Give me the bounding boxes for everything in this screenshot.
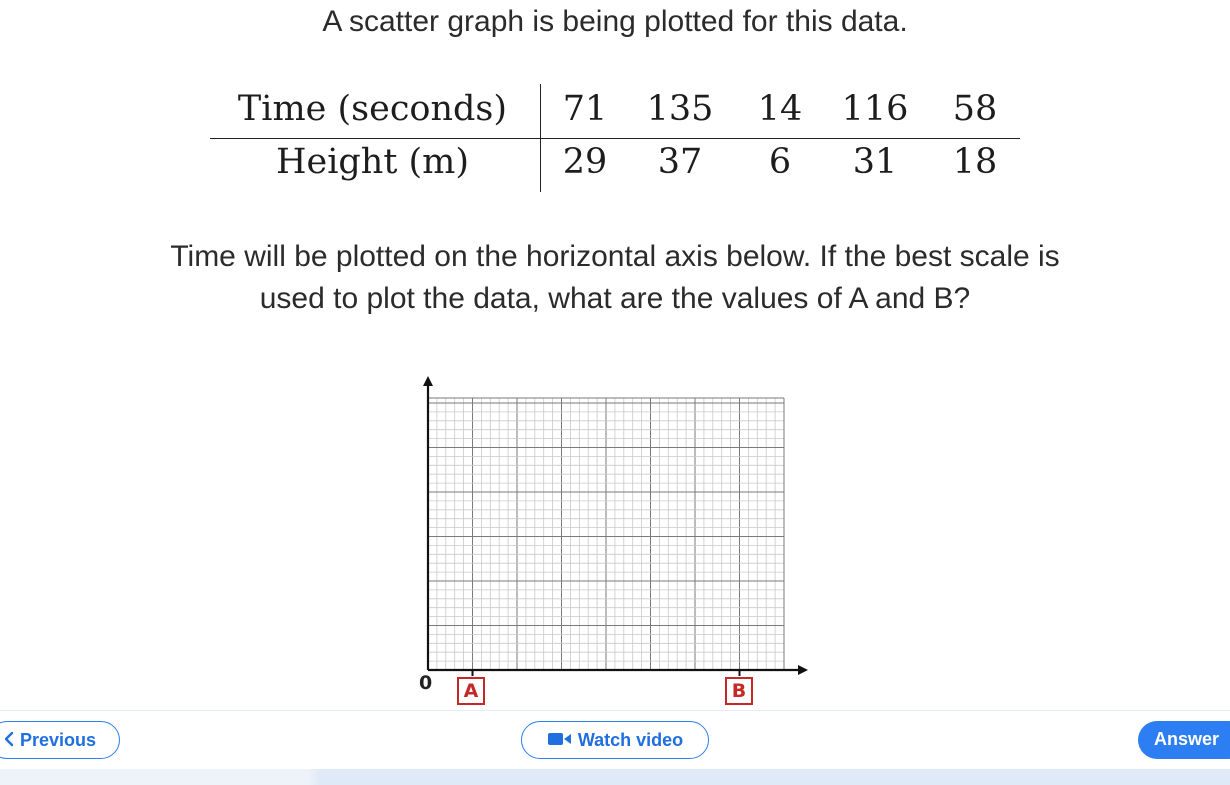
question-line-1: Time will be plotted on the horizontal a… [170,240,1060,273]
question-heading: A scatter graph is being plotted for thi… [322,5,908,38]
x-axis-arrow-icon [798,665,808,675]
table-cell: 71 [562,89,608,129]
table-cell: 37 [657,142,703,182]
axis-box-a: A [457,677,485,705]
previous-button-label: Previous [20,730,97,750]
bottom-nav: Previous Watch video Answer [0,710,1230,785]
data-table: Time (seconds) 71 135 14 116 58 Height (… [210,84,1020,194]
video-camera-icon [547,723,573,759]
axis-box-b: B [725,677,753,705]
table-row-label-height: Height (m) [275,142,470,182]
footer-band [0,769,1230,785]
table-cell: 116 [841,89,909,129]
table-cell: 18 [952,142,998,182]
watch-video-button[interactable]: Watch video [521,721,709,759]
y-axis-arrow-icon [423,376,433,386]
question-text: Time will be plotted on the horizontal a… [0,236,1230,320]
graph-area: 0 A B [410,370,830,710]
table-cell: 6 [768,142,792,182]
nav-divider [0,710,1230,711]
table-horizontal-rule [210,138,1020,139]
table-cell: 135 [646,89,714,129]
answer-button-label: Answer [1154,729,1220,749]
watch-video-label: Watch video [577,730,684,750]
table-cell: 58 [952,89,998,129]
answer-button[interactable]: Answer [1138,721,1230,759]
origin-label: 0 [419,672,433,694]
chevron-left-icon [3,723,15,759]
previous-button[interactable]: Previous [0,721,120,759]
question-line-2: used to plot the data, what are the valu… [259,282,971,315]
table-cell: 31 [852,142,898,182]
table-cell: 29 [562,142,608,182]
table-cell: 14 [757,89,803,129]
table-row-label-time: Time (seconds) [237,89,508,129]
graph-grid [423,376,808,676]
